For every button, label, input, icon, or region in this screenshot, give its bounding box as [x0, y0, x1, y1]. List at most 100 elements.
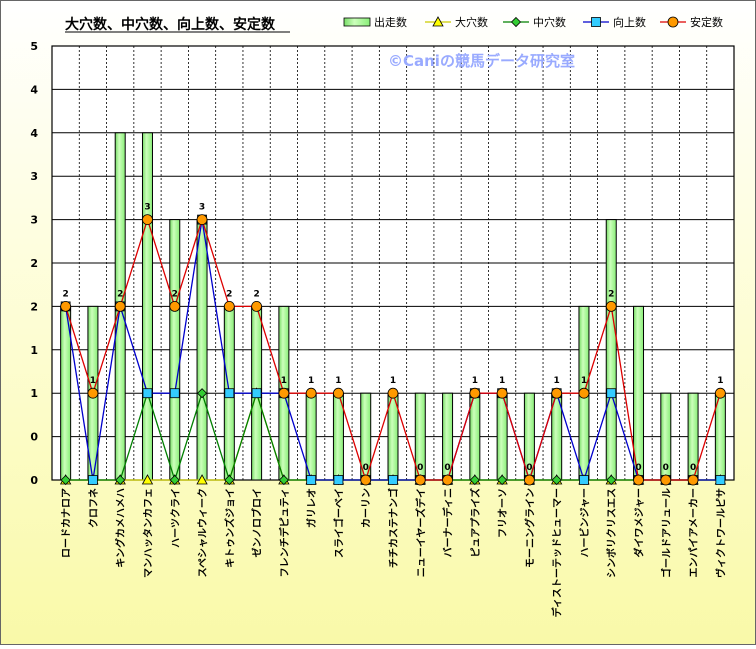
data-label: 1: [281, 376, 287, 386]
data-label: 1: [308, 376, 314, 386]
marker-向上数: [306, 475, 317, 485]
y-tick-label: 3: [30, 214, 38, 227]
x-tick-label: チチカステナンゴ: [387, 488, 400, 568]
data-label: 2: [172, 289, 178, 299]
marker-安定数: [633, 474, 644, 486]
data-label: 2: [253, 289, 259, 299]
marker-大穴数: [141, 474, 154, 485]
x-tick-label: モーニングライン: [523, 488, 536, 568]
y-tick-label: 4: [30, 127, 38, 140]
x-tick-label: クロフネ: [88, 488, 100, 528]
y-axis-ticks: 0 0 1 1 2 2 3 3 4 4 5: [30, 40, 38, 487]
x-tick-label: スライゴーベイ: [332, 488, 345, 558]
marker-安定数: [442, 474, 453, 486]
marker-安定数: [360, 474, 372, 486]
marker-向上数: [142, 388, 153, 399]
marker-向上数: [579, 475, 589, 485]
data-label: 1: [499, 376, 505, 386]
bar-出走数: [169, 219, 181, 481]
legend-marker: [667, 16, 679, 28]
marker-中穴数: [115, 474, 126, 486]
marker-向上数: [388, 475, 398, 485]
x-tick-label: ディストーテッドヒューマー: [551, 488, 564, 617]
marker-向上数: [169, 388, 180, 399]
marker-向上数: [88, 475, 98, 485]
legend-marker: [591, 17, 601, 27]
data-label: 0: [663, 463, 669, 473]
legend-marker: [510, 16, 522, 28]
x-tick-label: ゼンノロブロイ: [251, 488, 264, 558]
data-label: 1: [472, 376, 478, 386]
data-label: 0: [444, 463, 450, 473]
marker-向上数: [333, 475, 344, 485]
marker-中穴数: [606, 474, 617, 486]
marker-中穴数: [169, 474, 180, 486]
x-tick-label: ロードカナロア: [61, 488, 73, 558]
data-label: 2: [117, 289, 123, 299]
series-markers: [59, 214, 727, 486]
y-tick-label: 2: [30, 300, 38, 313]
marker-中穴数: [551, 474, 562, 486]
marker-安定数: [578, 387, 590, 399]
y-tick-label: 1: [30, 387, 38, 400]
marker-安定数: [660, 474, 672, 486]
legend-marker: [432, 16, 444, 27]
data-label: 1: [581, 376, 587, 386]
y-tick-label: 4: [30, 83, 38, 96]
watermark: ©Caniの競馬データ研究室: [388, 52, 575, 70]
marker-安定数: [496, 387, 508, 399]
x-tick-label: ヴィクトワールピサ: [714, 488, 727, 578]
marker-安定数: [169, 300, 181, 312]
x-tick-label: ハーツクライ: [170, 488, 182, 548]
marker-安定数: [87, 387, 99, 399]
marker-安定数: [524, 474, 535, 486]
chart-title: 大穴数、中穴数、向上数、安定数: [65, 16, 276, 33]
x-tick-label: シンボリクリスエス: [605, 488, 618, 578]
data-label: 3: [199, 203, 205, 213]
data-label: 1: [335, 376, 341, 386]
marker-大穴数: [196, 474, 208, 485]
marker-安定数: [687, 474, 699, 486]
marker-安定数: [278, 387, 290, 399]
y-tick-label: 0: [30, 431, 38, 444]
y-tick-label: 3: [30, 170, 38, 183]
y-tick-label: 2: [30, 257, 38, 270]
marker-安定数: [305, 387, 317, 399]
marker-安定数: [60, 300, 72, 312]
marker-安定数: [142, 214, 153, 226]
x-tick-label: ニューイヤーズデイ: [414, 488, 427, 577]
legend: 出走数 大穴数 中穴数 向上数 安定数: [343, 15, 723, 29]
marker-安定数: [714, 387, 726, 399]
x-tick-label: フリオーソ: [497, 488, 509, 538]
data-label: 1: [554, 376, 560, 386]
marker-安定数: [223, 300, 235, 312]
marker-中穴数: [196, 388, 208, 399]
x-tick-label: キトゥンズジョイ: [223, 488, 236, 568]
x-tick-label: カーリン: [361, 488, 373, 528]
x-tick-label: スペシャルウィーク: [197, 488, 209, 577]
y-tick-label: 1: [30, 344, 38, 357]
x-tick-label: フレンチデピュティ: [278, 488, 291, 577]
legend-label: 出走数: [374, 15, 407, 29]
data-label: 2: [608, 289, 614, 299]
marker-向上数: [224, 388, 235, 399]
marker-安定数: [251, 300, 263, 312]
legend-label: 向上数: [613, 15, 646, 29]
legend-label: 大穴数: [455, 15, 488, 29]
data-label: 2: [226, 289, 232, 299]
marker-安定数: [333, 387, 344, 399]
data-label: 0: [417, 463, 423, 473]
marker-安定数: [196, 214, 208, 226]
data-label: 1: [90, 376, 96, 386]
legend-label: 安定数: [690, 15, 723, 29]
data-label: 3: [144, 203, 150, 213]
marker-向上数: [251, 388, 262, 399]
marker-向上数: [606, 388, 617, 399]
data-label: 0: [690, 463, 696, 473]
bar-出走数: [141, 132, 153, 481]
marker-安定数: [551, 387, 563, 399]
marker-中穴数: [224, 474, 235, 486]
x-tick-label: マンハッタンカフェ: [142, 488, 154, 578]
